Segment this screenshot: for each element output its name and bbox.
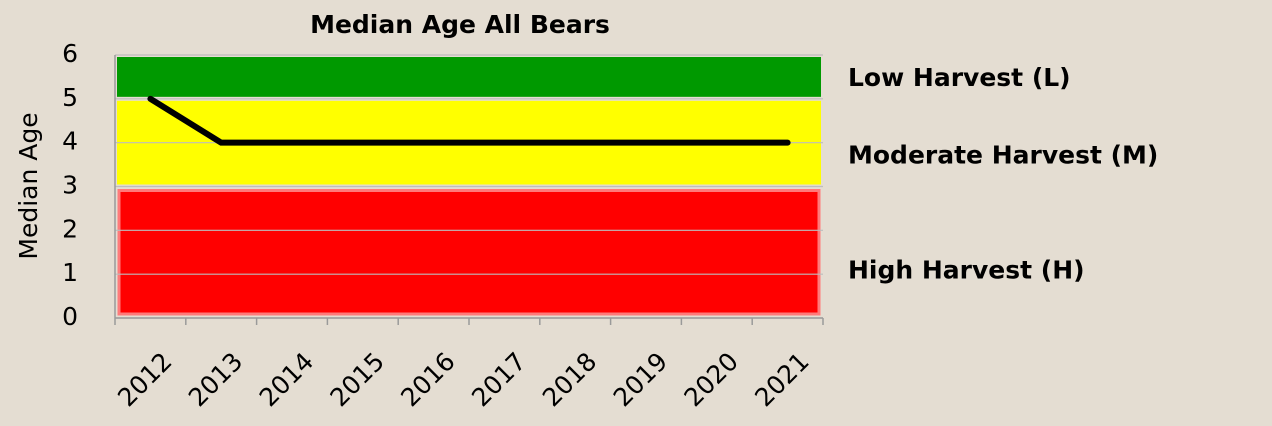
x-tick-label: 2015	[324, 347, 389, 412]
data-line	[147, 95, 791, 146]
zone-label: High Harvest (H)	[848, 255, 1085, 284]
x-tick-label: 2014	[254, 347, 319, 412]
y-tick-label: 6	[62, 39, 78, 68]
x-tick-label: 2013	[183, 347, 248, 412]
x-tick-label: 2021	[749, 347, 814, 412]
x-tick-label: 2020	[678, 347, 743, 412]
zone-band	[117, 189, 821, 316]
x-tick-label: 2017	[466, 347, 531, 412]
y-tick-label: 2	[62, 214, 78, 243]
y-tick-label: 5	[62, 83, 78, 112]
x-tick-label: 2018	[537, 347, 602, 412]
y-tick-label: 4	[62, 127, 78, 156]
x-tick-label: 2016	[395, 347, 460, 412]
zone-label: Moderate Harvest (M)	[848, 141, 1158, 170]
x-tick-label: 2012	[112, 347, 177, 412]
y-tick-label: 3	[62, 171, 78, 200]
chart-title: Median Age All Bears	[310, 10, 610, 39]
x-tick-label: 2019	[608, 347, 673, 412]
zone-band	[117, 57, 821, 97]
y-axis-label: Median Age	[14, 112, 43, 259]
y-tick-label: 0	[62, 302, 78, 331]
y-tick-label: 1	[62, 258, 78, 287]
zone-label: Low Harvest (L)	[848, 63, 1071, 92]
